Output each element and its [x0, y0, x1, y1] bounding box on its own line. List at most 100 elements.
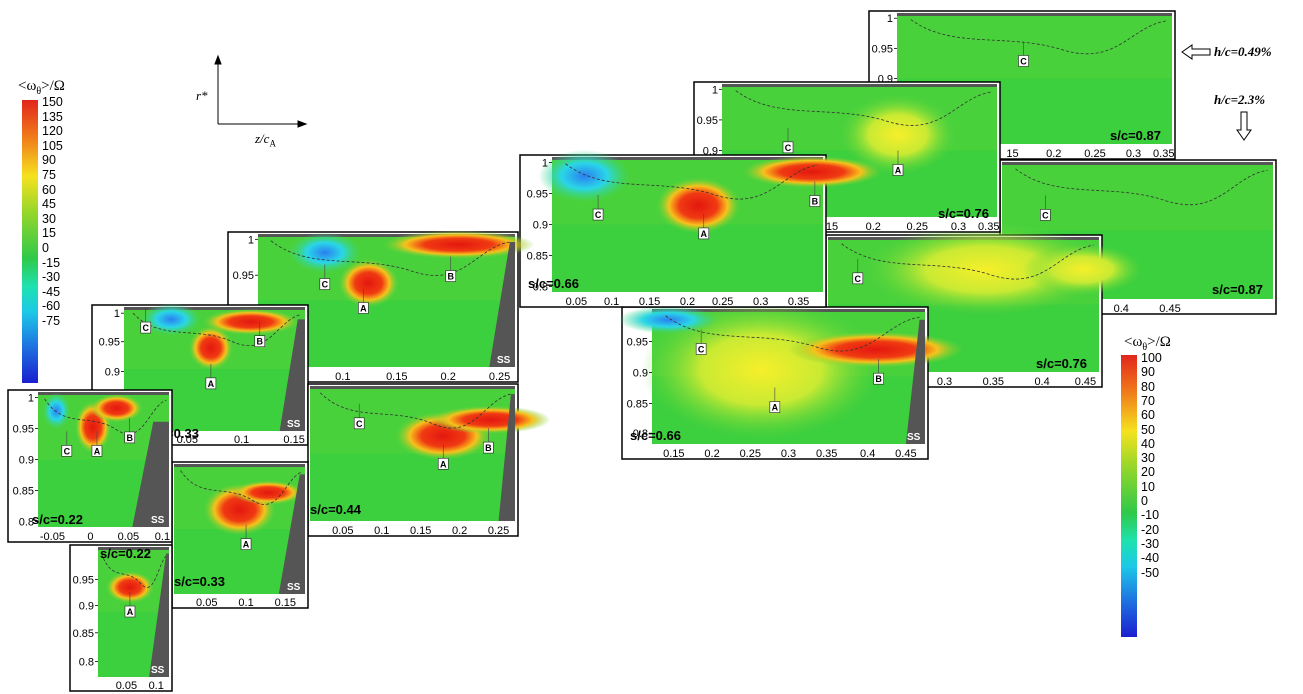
y-tick-label: 0.95: [99, 337, 120, 349]
x-tick-label: 0.2: [441, 371, 456, 383]
casing-strip: [174, 464, 305, 467]
panel-l1: SS A B Cs/c=0.22 1 0.95 0.9 0.85 0.8 -0.05 0 0.05 0.…: [7, 389, 173, 543]
zero-contour: [735, 90, 992, 126]
colorbar-right-title: <ωθ>/Ω: [1124, 334, 1171, 353]
colorbar-right-tick: -30: [1141, 536, 1160, 551]
marker-label: C: [595, 210, 602, 220]
marker-label: C: [855, 274, 862, 284]
x-tick-label: 0.35: [816, 448, 837, 460]
marker-label: C: [785, 143, 792, 153]
arrow-down-icon: [1236, 111, 1252, 141]
y-tick-label: 0.9: [79, 601, 94, 613]
vortex-core: [787, 331, 964, 368]
x-tick-label: 0.25: [1084, 148, 1105, 160]
marker-a: [205, 377, 217, 390]
y-tick-label: 0.95: [872, 43, 893, 55]
x-tick-label: 0.2: [704, 448, 719, 460]
x-tick-label: 0.25: [740, 448, 761, 460]
marker-a: [437, 457, 449, 470]
marker-label: B: [485, 443, 492, 453]
marker-label: C: [698, 345, 705, 355]
colorbar-right-gradient: [1121, 355, 1137, 637]
x-tick-label: 0.1: [374, 525, 389, 537]
marker-label: A: [895, 165, 902, 175]
colorbar-left-tick: 15: [42, 226, 56, 241]
y-tick-label: 1: [542, 157, 548, 169]
colorbar-right-tick: 0: [1141, 494, 1148, 508]
y-tick-label: 0.95: [627, 336, 648, 348]
colorbar-left-tick: 75: [42, 168, 56, 182]
y-tick-label: 0.8: [79, 656, 94, 668]
y-tick-label: 0.85: [13, 486, 34, 498]
panel-h4: SS A B Cs/c=0.66 0.95 0.9 0.85 0.8 0.15 0.2 0.25 0.…: [618, 299, 964, 460]
marker-b: [809, 195, 821, 207]
x-tick-label: 0.1: [234, 434, 249, 446]
colorbar-left-tick: -75: [42, 314, 61, 328]
colorbar-left-tick: -30: [42, 270, 61, 285]
panel-position-label: s/c=0.22: [100, 546, 151, 561]
casing-strip: [258, 234, 515, 237]
x-tick-label: 0.25: [489, 371, 510, 383]
marker-c: [592, 208, 604, 221]
marker-label: A: [701, 229, 708, 239]
panel-l4: A B Cs/c=0.66 1 0.95 0.9 0.85 0.8 0.05 0.1 0.15 0.2…: [519, 149, 883, 308]
x-tick-label: 0.4: [1034, 376, 1049, 388]
y-tick-label: 1: [887, 13, 893, 25]
marker-b: [483, 441, 494, 454]
moderate-region: [840, 94, 956, 175]
colorbar-right-tick: 50: [1141, 422, 1155, 437]
marker-label: A: [94, 446, 101, 456]
x-tick-label: 0.3: [753, 296, 768, 308]
panel-position-label: s/c=0.66: [528, 276, 579, 291]
vortex-core: [430, 405, 551, 434]
panel-h3: A B Cs/c=0.44 0.05 0.1 0.15 0.2 0.25: [307, 383, 551, 537]
vortex-core: [382, 230, 535, 259]
colorbar-left-tick: 30: [42, 211, 56, 226]
marker-label: C: [64, 446, 71, 456]
x-tick-label: 0.05: [116, 680, 137, 692]
zero-contour: [101, 553, 168, 588]
y-tick-label: 0.8: [633, 428, 648, 440]
x-tick-label: 0.2: [680, 296, 695, 308]
panel-position-label: s/c=0.87: [1110, 128, 1161, 143]
moderate-region: [865, 223, 1106, 316]
marker-c: [1040, 209, 1051, 221]
marker-c: [695, 343, 707, 355]
panel-position-label: s/c=0.76: [938, 206, 989, 221]
x-tick-label: 0.45: [1159, 303, 1180, 315]
panels-group: Cs/c=0.870.30.350.40.45Cs/c=0.760.30.350…: [7, 10, 1277, 692]
colorbar-left-tick: 0: [42, 241, 49, 255]
vortex-core: [656, 177, 741, 234]
x-tick-label: 0.15: [275, 597, 296, 609]
panel-h1: SS As/c=0.22 0.95 0.9 0.85 0.8 0.05 0.1: [69, 544, 173, 692]
x-tick-label: 0.2: [866, 221, 881, 233]
colorbar-right-tick: 80: [1141, 379, 1155, 394]
marker-a: [91, 445, 103, 457]
colorbar-left-tick: 135: [42, 109, 63, 124]
colorbar-left-tick: 60: [42, 182, 56, 197]
colorbar-left-tick: 90: [42, 153, 56, 168]
panel-position-label: s/c=0.44: [310, 502, 362, 517]
marker-c: [140, 321, 152, 334]
height-label-2: h/c=2.3%: [1214, 92, 1266, 107]
marker-b: [445, 270, 457, 282]
y-tick-label: 0.95: [13, 423, 34, 435]
zero-contour: [319, 392, 511, 429]
casing-strip: [722, 84, 997, 87]
colorbar-right-tick: 10: [1141, 479, 1155, 494]
wall-label: SS: [151, 515, 165, 526]
y-tick-label: 0.95: [697, 115, 718, 127]
marker-c: [353, 417, 365, 430]
blade-wall: [905, 319, 925, 444]
colorbar-left-tick: 120: [42, 124, 63, 139]
marker-label: B: [126, 433, 133, 443]
casing-strip: [1002, 162, 1273, 165]
x-tick-label: 15: [826, 221, 838, 233]
x-tick-label: 0.15: [283, 434, 304, 446]
zero-contour: [270, 240, 510, 276]
x-tick-label: 0.1: [238, 597, 253, 609]
y-tick-label: 0.9: [105, 366, 120, 378]
wall-label: SS: [151, 665, 165, 676]
colorbar-right-tick: -50: [1141, 565, 1160, 580]
x-tick-label: 0.3: [781, 448, 796, 460]
